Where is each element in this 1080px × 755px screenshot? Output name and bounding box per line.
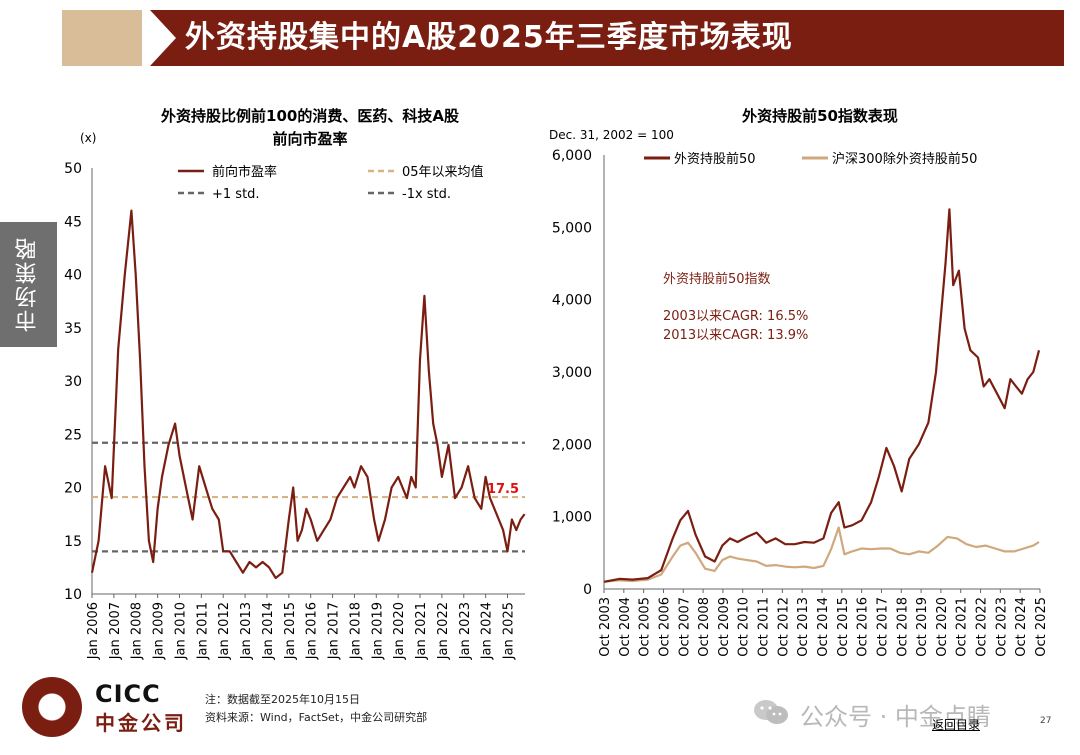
footnote: 注：数据截至2025年10月15日: [205, 693, 360, 706]
x-tick-label: Oct 2008: [697, 597, 712, 657]
x-tick-label: Jan 2014: [261, 602, 276, 660]
x-tick-label: Oct 2011: [757, 597, 772, 657]
y-tick-label: 4,000: [552, 293, 592, 309]
x-tick-label: Jan 2011: [195, 602, 210, 660]
logo-text-en: CICC: [95, 680, 161, 708]
x-tick-label: Oct 2021: [955, 597, 970, 657]
y-tick-label: 50: [64, 161, 82, 177]
x-tick-label: Oct 2013: [796, 597, 811, 657]
x-tick-label: Jan 2021: [414, 602, 429, 660]
x-tick-label: Jan 2024: [480, 602, 495, 660]
y-tick-label: 5,000: [552, 220, 592, 236]
x-tick-label: Oct 2010: [737, 597, 752, 657]
x-tick-label: Oct 2014: [816, 597, 831, 657]
x-tick-label: Oct 2006: [657, 597, 672, 657]
x-tick-label: Oct 2023: [994, 597, 1009, 657]
source-note: 资料来源：Wind，FactSet，中金公司研究部: [205, 711, 428, 724]
x-tick-label: Jan 2007: [108, 602, 123, 660]
legend-label: +1 std.: [212, 187, 260, 202]
x-tick-label: Oct 2009: [717, 597, 732, 657]
x-tick-label: Oct 2012: [776, 597, 791, 657]
y-tick-label: 15: [64, 534, 82, 550]
page-number: 27: [1040, 716, 1052, 726]
x-tick-label: Oct 2005: [638, 597, 653, 657]
right-chart-title: 外资持股前50指数表现: [742, 107, 898, 125]
x-tick-label: Jan 2006: [86, 602, 101, 660]
latest-value-label: 17.5: [487, 482, 519, 497]
header-accent-block: [62, 10, 142, 66]
x-tick-label: Oct 2024: [1014, 597, 1029, 657]
annotation-cagr-2003: 2003以来CAGR: 16.5%: [663, 309, 808, 324]
y-tick-label: 10: [64, 587, 82, 603]
cicc-logo-icon: [22, 677, 82, 737]
x-tick-label: Oct 2015: [836, 597, 851, 657]
x-tick-label: Oct 2017: [875, 597, 890, 657]
y-tick-label: 30: [64, 374, 82, 390]
y-axis-unit-label: (x): [80, 131, 96, 145]
x-tick-label: Oct 2025: [1034, 597, 1049, 657]
y-tick-label: 25: [64, 427, 82, 443]
back-to-contents-link[interactable]: 返回目录: [932, 718, 981, 732]
x-tick-label: Jan 2008: [130, 602, 145, 660]
y-tick-label: 2,000: [552, 437, 592, 453]
x-tick-label: Jan 2017: [327, 602, 342, 660]
page-title: 外资持股集中的A股2025年三季度市场表现: [185, 20, 793, 55]
right-chart-subtitle: Dec. 31, 2002 = 100: [549, 128, 674, 142]
legend-label: 外资持股前50: [674, 151, 756, 167]
x-tick-label: Oct 2018: [895, 597, 910, 657]
x-tick-label: Jan 2018: [348, 602, 363, 660]
x-tick-label: Oct 2016: [856, 597, 871, 657]
left-chart: (x) 10 15 20 25 30 35 40 45 50 Jan 2006 Jan 2007 Jan…: [64, 131, 526, 660]
y-tick-label: 6,000: [552, 148, 592, 164]
x-tick-label: Oct 2020: [935, 597, 950, 657]
annotation-cagr-2013: 2013以来CAGR: 13.9%: [663, 328, 808, 343]
x-tick-label: Jan 2025: [502, 602, 517, 660]
series-line-csi300-ex: [603, 526, 1040, 583]
y-tick-label: 1,000: [552, 510, 592, 526]
y-tick-label: 20: [64, 481, 82, 497]
logo-text-cn: 中金公司: [95, 711, 187, 735]
x-tick-label: Jan 2023: [458, 602, 473, 660]
y-tick-label: 35: [64, 321, 82, 337]
left-chart-title-block: 外资持股比例前100的消费、医药、科技A股 前向市盈率: [90, 105, 530, 151]
series-line-pe: [90, 209, 526, 580]
right-chart: 0 1,000 2,000 3,000 4,000 5,000 6,000 Oct 2003 O…: [552, 148, 1049, 657]
y-tick-label: 45: [64, 214, 82, 230]
x-tick-label: Jan 2009: [152, 602, 167, 660]
wechat-icon: [754, 700, 788, 724]
series-line-top50: [603, 208, 1041, 583]
left-chart-title: 外资持股比例前100的消费、医药、科技A股: [161, 107, 459, 125]
x-tick-label: Jan 2020: [392, 602, 407, 660]
x-tick-label: Jan 2010: [173, 602, 188, 660]
watermark: 公众号 · 中金点睛: [800, 703, 991, 731]
left-chart-subtitle: 前向市盈率: [272, 130, 348, 148]
x-tick-label: Jan 2012: [217, 602, 232, 660]
legend-label: 05年以来均值: [402, 164, 484, 180]
x-tick-label: Oct 2003: [598, 597, 613, 657]
header-banner: [150, 10, 1064, 66]
x-tick-label: Oct 2022: [975, 597, 990, 657]
x-tick-label: Jan 2019: [370, 602, 385, 660]
x-tick-label: Jan 2015: [283, 602, 298, 660]
y-tick-label: 3,000: [552, 365, 592, 381]
legend-label: 前向市盈率: [212, 164, 277, 180]
y-tick-label: 40: [64, 268, 82, 284]
x-tick-label: Jan 2013: [239, 602, 254, 660]
x-tick-label: Oct 2004: [618, 597, 633, 657]
legend-label: 沪深300除外资持股前50: [832, 151, 977, 167]
x-tick-label: Jan 2016: [305, 602, 320, 660]
x-tick-label: Oct 2007: [677, 597, 692, 657]
y-tick-label: 0: [583, 582, 592, 598]
x-tick-label: Jan 2022: [436, 602, 451, 660]
legend-label: -1x std.: [402, 187, 451, 202]
annotation-title: 外资持股前50指数: [663, 271, 771, 287]
x-tick-label: Oct 2019: [915, 597, 930, 657]
